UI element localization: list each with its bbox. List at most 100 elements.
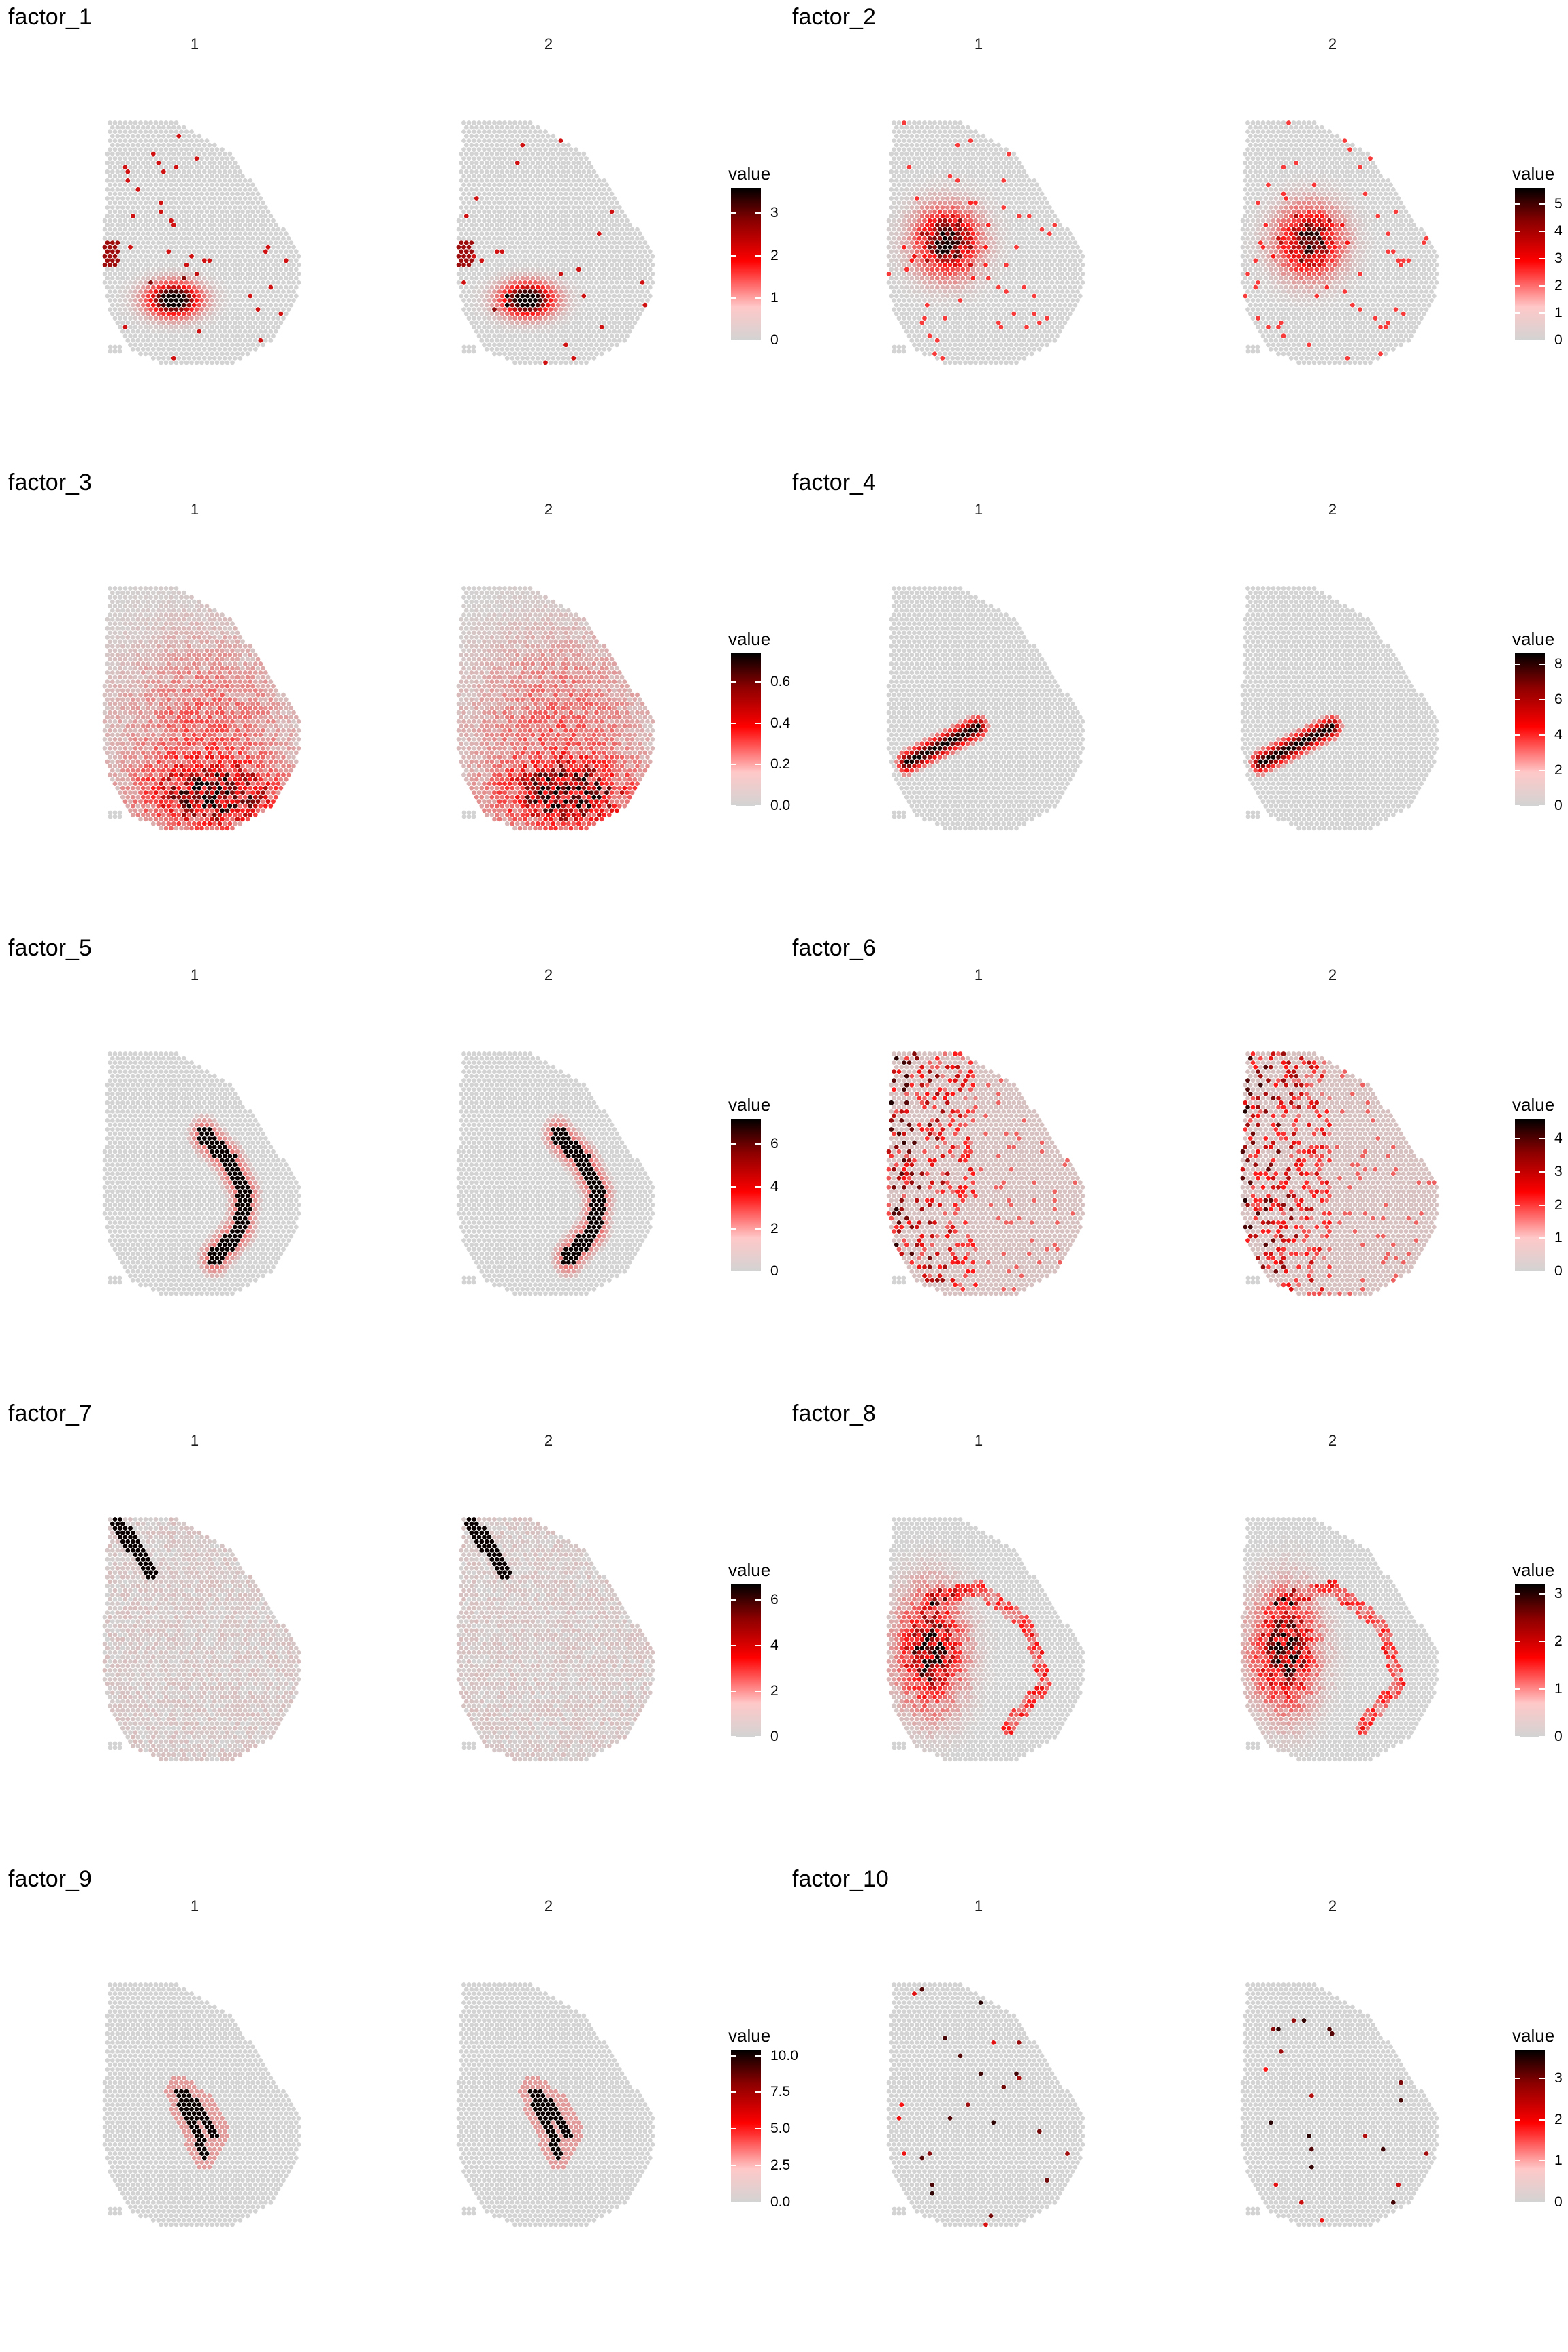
spot <box>1026 240 1032 246</box>
spot <box>571 355 576 361</box>
spot <box>917 174 922 179</box>
spot <box>523 191 527 197</box>
spot <box>963 316 968 321</box>
spot <box>596 240 602 246</box>
spot <box>461 165 466 170</box>
spot <box>983 165 988 170</box>
spot <box>912 165 917 170</box>
spot <box>112 280 118 285</box>
spot <box>122 200 128 206</box>
spot <box>507 191 512 197</box>
spot <box>1016 320 1022 325</box>
spot <box>1049 235 1055 241</box>
spot <box>510 240 515 246</box>
spot <box>985 214 991 218</box>
spot <box>960 151 966 157</box>
spot <box>520 320 525 325</box>
spot <box>176 249 182 255</box>
spot <box>981 205 986 210</box>
spot <box>950 142 956 148</box>
spot <box>566 302 571 308</box>
spot <box>589 316 594 321</box>
spot <box>578 227 584 232</box>
spot <box>153 129 159 134</box>
spot <box>896 235 902 241</box>
spot <box>1070 262 1075 267</box>
spot <box>640 298 645 303</box>
spot <box>118 209 122 214</box>
spot <box>1073 240 1078 246</box>
spot <box>578 360 584 365</box>
spot <box>156 276 161 281</box>
spot <box>189 209 194 214</box>
spot <box>932 262 937 267</box>
spot <box>892 174 896 179</box>
spot <box>207 169 212 174</box>
spot <box>204 280 210 285</box>
spot <box>194 280 199 285</box>
spot <box>225 289 230 294</box>
spot <box>128 244 133 250</box>
spot <box>1024 244 1029 250</box>
spot <box>965 258 970 263</box>
spot <box>1006 338 1011 343</box>
spot <box>1039 244 1045 250</box>
spot <box>171 329 176 334</box>
spot <box>133 165 138 170</box>
spot <box>494 284 500 290</box>
spot <box>169 120 174 125</box>
spot <box>540 240 546 246</box>
spot <box>146 284 151 290</box>
spot <box>512 262 517 267</box>
spot <box>523 209 527 214</box>
spot <box>602 249 607 255</box>
spot <box>625 272 630 276</box>
spot <box>985 302 991 308</box>
spot <box>143 235 148 241</box>
spot <box>118 262 122 267</box>
spot <box>934 142 940 148</box>
spot <box>525 178 530 183</box>
spot <box>181 231 186 237</box>
spot <box>953 200 958 206</box>
spot <box>156 311 161 316</box>
spot <box>115 258 120 263</box>
spot <box>955 142 960 148</box>
spot <box>545 169 551 174</box>
spot <box>153 262 159 267</box>
spot <box>248 346 253 352</box>
spot <box>553 325 558 330</box>
spot <box>118 298 122 303</box>
spot <box>975 196 981 201</box>
spot <box>591 320 597 325</box>
spot <box>133 289 138 294</box>
spot <box>1052 293 1058 299</box>
spot <box>125 169 131 174</box>
spot <box>510 276 515 281</box>
spot <box>586 178 591 183</box>
spot <box>1014 244 1019 250</box>
spot <box>1049 280 1055 285</box>
spot <box>551 231 556 237</box>
spot <box>919 276 925 281</box>
spot <box>271 333 276 339</box>
spot <box>1034 342 1039 348</box>
spot <box>500 187 505 192</box>
spot <box>163 351 169 357</box>
spot <box>904 276 909 281</box>
spot <box>201 338 207 343</box>
spot <box>523 165 527 170</box>
spot <box>474 329 479 334</box>
spot <box>1001 231 1007 237</box>
spot <box>184 218 189 223</box>
spot <box>466 289 472 294</box>
spot <box>894 196 899 201</box>
spot <box>994 272 998 276</box>
spot <box>179 307 184 312</box>
spot <box>955 240 960 246</box>
spot <box>983 280 988 285</box>
spot <box>489 329 495 334</box>
spot <box>504 329 510 334</box>
spot <box>517 351 523 357</box>
spot <box>1036 187 1042 192</box>
